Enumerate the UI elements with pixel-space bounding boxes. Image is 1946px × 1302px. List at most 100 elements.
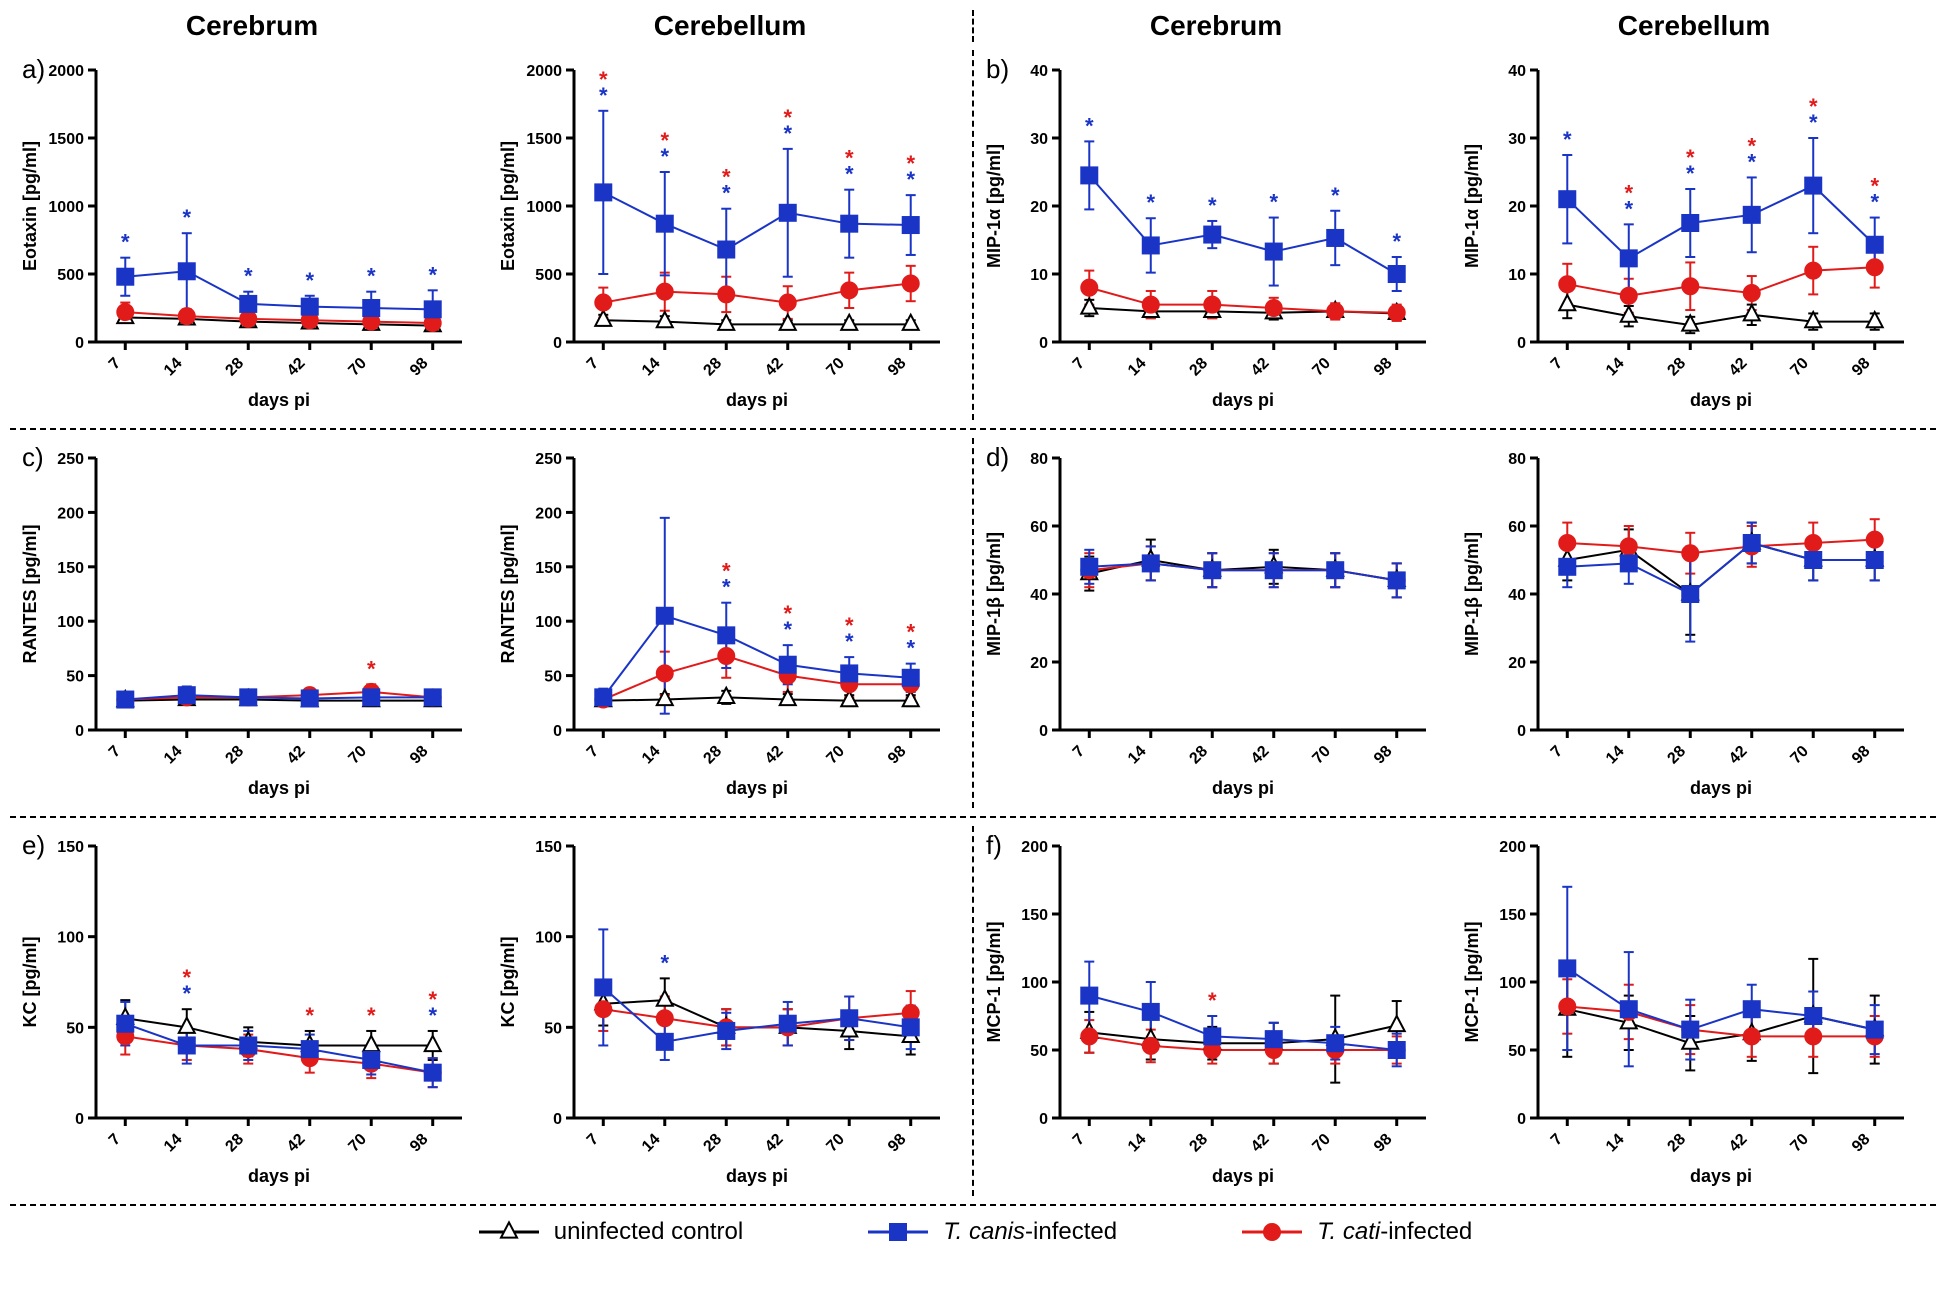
svg-text:30: 30 bbox=[1508, 131, 1526, 148]
svg-text:28: 28 bbox=[222, 355, 247, 380]
label-d: d) bbox=[986, 442, 1009, 473]
svg-text:20: 20 bbox=[1508, 655, 1526, 672]
svg-text:MIP-1α [pg/ml]: MIP-1α [pg/ml] bbox=[984, 144, 1004, 268]
svg-text:500: 500 bbox=[57, 267, 84, 284]
svg-text:100: 100 bbox=[1499, 975, 1526, 992]
svg-text:70: 70 bbox=[345, 743, 370, 768]
svg-text:200: 200 bbox=[535, 505, 562, 522]
svg-text:0: 0 bbox=[75, 1111, 84, 1128]
svg-text:Eotaxin [pg/ml]: Eotaxin [pg/ml] bbox=[498, 141, 518, 271]
svg-text:7: 7 bbox=[584, 355, 602, 373]
svg-text:*: * bbox=[182, 965, 191, 990]
svg-text:MCP-1 [pg/ml]: MCP-1 [pg/ml] bbox=[1462, 922, 1482, 1043]
svg-text:*: * bbox=[1208, 193, 1217, 218]
header-cerebellum-1: Cerebellum bbox=[496, 10, 964, 42]
svg-text:42: 42 bbox=[762, 1131, 787, 1156]
svg-text:*: * bbox=[428, 262, 437, 287]
svg-text:14: 14 bbox=[161, 743, 186, 768]
svg-text:28: 28 bbox=[700, 743, 725, 768]
svg-text:*: * bbox=[305, 268, 314, 293]
panel-e-cerebellum: 05010015071428427098KC [pg/ml]days pi* bbox=[496, 826, 964, 1196]
svg-text:70: 70 bbox=[1787, 743, 1812, 768]
svg-text:42: 42 bbox=[762, 743, 787, 768]
svg-text:days pi: days pi bbox=[1212, 390, 1274, 410]
svg-text:*: * bbox=[845, 146, 854, 171]
svg-text:14: 14 bbox=[1125, 355, 1150, 380]
svg-text:*: * bbox=[428, 987, 437, 1012]
svg-text:50: 50 bbox=[544, 1020, 562, 1037]
svg-text:*: * bbox=[1686, 145, 1695, 170]
svg-text:RANTES [pg/ml]: RANTES [pg/ml] bbox=[498, 525, 518, 664]
svg-text:60: 60 bbox=[1030, 519, 1048, 536]
svg-text:50: 50 bbox=[544, 669, 562, 686]
svg-text:70: 70 bbox=[345, 355, 370, 380]
panel-f-cerebellum: 05010015020071428427098MCP-1 [pg/ml]days… bbox=[1460, 826, 1928, 1196]
svg-text:42: 42 bbox=[762, 355, 787, 380]
svg-text:70: 70 bbox=[1309, 1131, 1334, 1156]
svg-text:70: 70 bbox=[823, 1131, 848, 1156]
svg-text:200: 200 bbox=[1499, 839, 1526, 856]
svg-text:days pi: days pi bbox=[726, 390, 788, 410]
svg-text:14: 14 bbox=[1603, 355, 1628, 380]
legend-control: uninfected control bbox=[474, 1218, 743, 1246]
svg-text:0: 0 bbox=[1039, 1111, 1048, 1128]
svg-text:*: * bbox=[367, 656, 376, 681]
svg-text:14: 14 bbox=[161, 1131, 186, 1156]
svg-text:*: * bbox=[182, 205, 191, 230]
svg-text:MIP-1α [pg/ml]: MIP-1α [pg/ml] bbox=[1462, 144, 1482, 268]
svg-text:42: 42 bbox=[1726, 355, 1751, 380]
panel-c-cerebellum: 05010015020025071428427098RANTES [pg/ml]… bbox=[496, 438, 964, 808]
legend-cati-label: T. cati-infected bbox=[1317, 1218, 1472, 1246]
panel-c-cerebrum: c) 05010015020025071428427098RANTES [pg/… bbox=[18, 438, 486, 808]
svg-text:*: * bbox=[722, 559, 731, 584]
svg-text:*: * bbox=[1208, 988, 1217, 1013]
label-a: a) bbox=[22, 54, 45, 85]
svg-text:14: 14 bbox=[1125, 1131, 1150, 1156]
svg-text:40: 40 bbox=[1030, 63, 1048, 80]
svg-text:40: 40 bbox=[1508, 63, 1526, 80]
svg-text:20: 20 bbox=[1030, 199, 1048, 216]
svg-text:7: 7 bbox=[1070, 743, 1088, 761]
svg-text:98: 98 bbox=[1371, 743, 1396, 768]
legend-cati: T. cati-infected bbox=[1237, 1218, 1472, 1246]
svg-text:40: 40 bbox=[1030, 587, 1048, 604]
svg-text:98: 98 bbox=[885, 355, 910, 380]
svg-text:50: 50 bbox=[66, 669, 84, 686]
legend-canis: T. canis-infected bbox=[863, 1218, 1117, 1246]
svg-text:250: 250 bbox=[535, 451, 562, 468]
svg-text:Eotaxin [pg/ml]: Eotaxin [pg/ml] bbox=[20, 141, 40, 271]
legend-canis-label: T. canis-infected bbox=[943, 1218, 1117, 1246]
svg-text:0: 0 bbox=[75, 335, 84, 352]
svg-text:150: 150 bbox=[1021, 907, 1048, 924]
panel-d-cerebrum: d) 02040608071428427098MIP-1β [pg/ml]day… bbox=[982, 438, 1450, 808]
svg-text:days pi: days pi bbox=[248, 778, 310, 798]
svg-text:7: 7 bbox=[1070, 355, 1088, 373]
svg-text:7: 7 bbox=[106, 1131, 124, 1149]
svg-text:150: 150 bbox=[57, 560, 84, 577]
legend-control-label: uninfected control bbox=[554, 1218, 743, 1246]
svg-text:14: 14 bbox=[161, 355, 186, 380]
svg-text:KC [pg/ml]: KC [pg/ml] bbox=[498, 937, 518, 1028]
svg-text:70: 70 bbox=[1787, 1131, 1812, 1156]
label-f: f) bbox=[986, 830, 1002, 861]
figure-container: Cerebrum Cerebellum Cerebrum Cerebellum … bbox=[10, 10, 1936, 1250]
svg-text:28: 28 bbox=[1664, 355, 1689, 380]
svg-text:14: 14 bbox=[639, 1131, 664, 1156]
svg-text:*: * bbox=[1269, 190, 1278, 215]
panel-a-cerebellum: 050010001500200071428427098Eotaxin [pg/m… bbox=[496, 50, 964, 420]
svg-text:98: 98 bbox=[1849, 1131, 1874, 1156]
svg-text:*: * bbox=[599, 67, 608, 92]
svg-text:*: * bbox=[1146, 190, 1155, 215]
panel-f-cerebrum: f) 05010015020071428427098MCP-1 [pg/ml]d… bbox=[982, 826, 1450, 1196]
svg-text:*: * bbox=[1563, 127, 1572, 152]
svg-text:70: 70 bbox=[345, 1131, 370, 1156]
svg-text:10: 10 bbox=[1508, 267, 1526, 284]
svg-text:0: 0 bbox=[1039, 335, 1048, 352]
panel-d-cerebellum: 02040608071428427098MIP-1β [pg/ml]days p… bbox=[1460, 438, 1928, 808]
svg-text:100: 100 bbox=[57, 930, 84, 947]
svg-text:42: 42 bbox=[1248, 355, 1273, 380]
svg-text:0: 0 bbox=[1039, 723, 1048, 740]
svg-text:200: 200 bbox=[1021, 839, 1048, 856]
svg-text:200: 200 bbox=[57, 505, 84, 522]
svg-text:70: 70 bbox=[1309, 743, 1334, 768]
